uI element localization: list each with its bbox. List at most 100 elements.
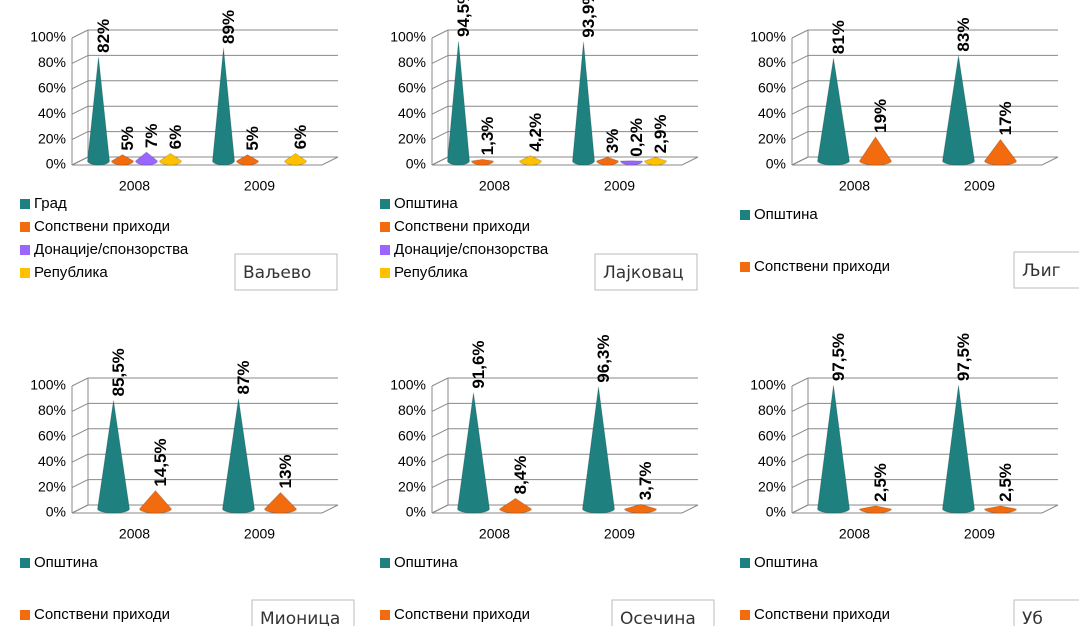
legend-label: Република: [394, 264, 468, 281]
y-tick-label: 100%: [390, 29, 426, 45]
y-tick-label: 60%: [398, 428, 426, 444]
data-label: 89%: [219, 10, 238, 44]
x-tick-label: 2008: [839, 178, 870, 194]
legend-swatch: [380, 245, 390, 255]
data-label: 83%: [954, 18, 973, 52]
data-label: 5%: [243, 126, 262, 151]
legend-swatch: [380, 199, 390, 209]
legend-label: Општина: [34, 554, 98, 571]
cone: [86, 56, 111, 166]
cone: [283, 152, 308, 166]
y-tick-label: 80%: [758, 54, 786, 70]
y-tick-label: 20%: [398, 130, 426, 146]
grid-side: [71, 453, 89, 463]
legend-swatch: [20, 610, 30, 620]
legend-label: Општина: [754, 554, 818, 571]
legend-label: Сопствени приходи: [394, 218, 530, 235]
grid-side: [791, 402, 809, 412]
data-label: 2,5%: [871, 463, 890, 502]
y-tick-label: 0%: [766, 156, 786, 172]
grid-side: [431, 479, 449, 489]
data-label: 19%: [871, 99, 890, 133]
caption: Осечина: [620, 609, 696, 626]
data-label: 96,3%: [594, 334, 613, 382]
legend-label: Сопствени приходи: [34, 606, 170, 623]
y-tick-label: 60%: [398, 80, 426, 96]
data-label: 87%: [234, 360, 253, 394]
grid-side: [791, 377, 809, 387]
data-label: 4,2%: [526, 113, 545, 152]
y-tick-label: 100%: [750, 29, 786, 45]
y-tick-label: 80%: [38, 402, 66, 418]
cone: [456, 392, 491, 514]
cone: [595, 156, 620, 166]
cone: [138, 489, 173, 514]
grid-side: [431, 156, 449, 166]
data-label: 7%: [142, 124, 161, 149]
grid-side: [431, 453, 449, 463]
cone: [470, 158, 495, 166]
x-tick-label: 2008: [479, 178, 510, 194]
y-tick-label: 40%: [398, 453, 426, 469]
data-label: 94,5%: [454, 0, 473, 37]
legend-label: Донације/спонзорства: [34, 241, 189, 258]
grid-side: [431, 131, 449, 141]
data-label: 6%: [291, 125, 310, 150]
y-tick-label: 80%: [398, 54, 426, 70]
legend-swatch: [20, 222, 30, 232]
x-tick-label: 2009: [604, 178, 635, 194]
legend-swatch: [20, 558, 30, 568]
y-tick-label: 20%: [758, 130, 786, 146]
data-label: 6%: [166, 125, 185, 150]
grid-side: [791, 29, 809, 39]
cone: [446, 40, 471, 166]
data-label: 1,3%: [478, 117, 497, 156]
legend-swatch: [740, 610, 750, 620]
grid-side: [791, 156, 809, 166]
data-label: 2,5%: [996, 463, 1015, 502]
legend-swatch: [20, 268, 30, 278]
cone: [858, 505, 893, 514]
caption-box: [234, 253, 338, 291]
data-label: 2,9%: [651, 115, 670, 154]
legend-label: Општина: [394, 195, 458, 212]
cone: [498, 497, 533, 514]
x-tick-label: 2008: [119, 178, 150, 194]
legend-swatch: [20, 245, 30, 255]
cone: [134, 151, 159, 166]
y-tick-label: 60%: [38, 428, 66, 444]
grid-side: [71, 54, 89, 64]
data-label: 85,5%: [109, 348, 128, 396]
grid-side: [791, 131, 809, 141]
data-label: 81%: [829, 20, 848, 54]
cone: [816, 385, 851, 514]
data-label: 91,6%: [469, 340, 488, 388]
cone: [211, 47, 236, 166]
grid-side: [791, 428, 809, 438]
grid-side: [791, 479, 809, 489]
data-label: 82%: [94, 19, 113, 53]
y-tick-label: 0%: [766, 504, 786, 520]
caption-box: [611, 599, 715, 626]
y-tick-label: 100%: [30, 377, 66, 393]
y-tick-label: 80%: [398, 402, 426, 418]
cone: [983, 505, 1018, 514]
x-tick-label: 2009: [244, 178, 275, 194]
grid-side: [71, 402, 89, 412]
cone: [858, 135, 893, 166]
x-tick-label: 2009: [604, 526, 635, 542]
cone: [623, 503, 658, 514]
y-tick-label: 40%: [38, 453, 66, 469]
cone: [518, 155, 543, 166]
y-tick-label: 0%: [46, 504, 66, 520]
grid-side: [431, 377, 449, 387]
cone: [941, 55, 976, 166]
cone: [983, 138, 1018, 166]
grid-side: [431, 54, 449, 64]
caption: Уб: [1022, 609, 1043, 626]
x-tick-label: 2009: [244, 526, 275, 542]
grid-side: [71, 131, 89, 141]
grid-side: [431, 402, 449, 412]
caption: Ваљево: [243, 263, 311, 283]
y-tick-label: 40%: [398, 105, 426, 121]
